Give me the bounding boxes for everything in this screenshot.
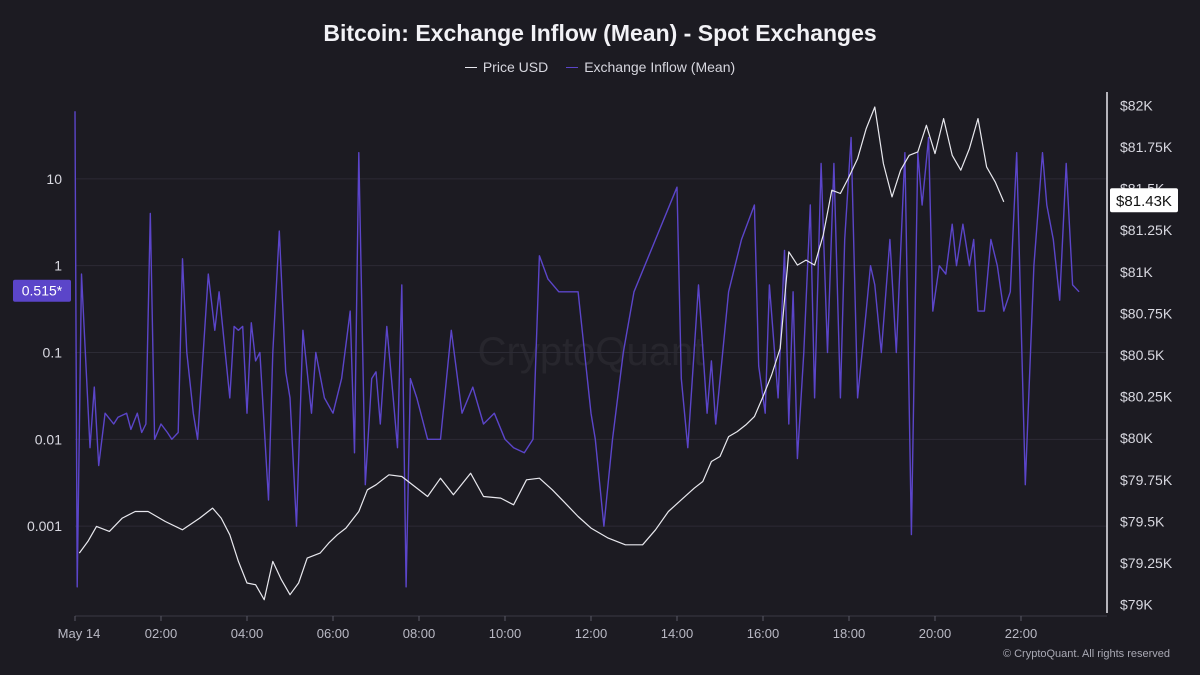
series-line-exchange-inflow: [74, 111, 1080, 588]
y-right-tick-label: $80.5K: [1120, 347, 1165, 363]
y-right-tick-label: $82K: [1120, 97, 1153, 113]
chart-title: Bitcoin: Exchange Inflow (Mean) - Spot E…: [323, 20, 877, 46]
current-price-badge-label: $81.43K: [1116, 193, 1172, 210]
copyright-notice: © CryptoQuant. All rights reserved: [1002, 648, 1170, 660]
y-left-tick-label: 10: [46, 171, 62, 187]
legend-swatch-inflow: [566, 66, 579, 68]
y-right-tick-label: $79.25K: [1120, 555, 1173, 571]
x-tick-label: 06:00: [317, 626, 350, 641]
series-line-price-usd: [78, 106, 1005, 601]
y-left-tick-label: 1: [54, 258, 62, 274]
y-right-tick-label: $79K: [1120, 597, 1153, 613]
current-inflow-badge-label: 0.515*: [22, 283, 63, 299]
x-tick-label: May 14: [58, 626, 101, 641]
y-right-tick-label: $81K: [1120, 264, 1153, 280]
legend-label-inflow: Exchange Inflow (Mean): [584, 59, 736, 75]
y-left-tick-label: 0.1: [43, 345, 63, 361]
y-left-tick-label: 0.01: [35, 431, 62, 447]
legend: Price USD Exchange Inflow (Mean): [0, 59, 1200, 75]
x-tick-label: 16:00: [747, 626, 780, 641]
x-tick-label: 20:00: [919, 626, 952, 641]
y-right-tick-label: $80.75K: [1120, 305, 1173, 321]
legend-item-price[interactable]: Price USD: [464, 59, 549, 75]
y-right-tick-label: $79.75K: [1120, 472, 1173, 488]
y-right-tick-label: $81.25K: [1120, 222, 1173, 238]
y-right-tick-label: $79.5K: [1120, 513, 1165, 529]
x-tick-label: 14:00: [661, 626, 694, 641]
y-right-tick-label: $80K: [1120, 430, 1153, 446]
current-price-badge: [1110, 188, 1178, 213]
y-right-tick-label: $81.75K: [1120, 139, 1173, 155]
x-tick-label: 08:00: [403, 626, 436, 641]
x-tick-label: 18:00: [833, 626, 866, 641]
x-tick-label: 02:00: [145, 626, 178, 641]
y-right-tick-label: $80.25K: [1120, 389, 1173, 405]
y-left-tick-label: 0.001: [27, 518, 62, 534]
x-tick-label: 22:00: [1005, 626, 1038, 641]
current-inflow-badge: [13, 279, 71, 302]
x-tick-label: 04:00: [231, 626, 264, 641]
legend-swatch-price: [464, 66, 477, 68]
x-tick-label: 10:00: [489, 626, 522, 641]
legend-label-price: Price USD: [482, 59, 549, 75]
x-tick-label: 12:00: [575, 626, 608, 641]
legend-item-inflow[interactable]: Exchange Inflow (Mean): [566, 59, 735, 75]
